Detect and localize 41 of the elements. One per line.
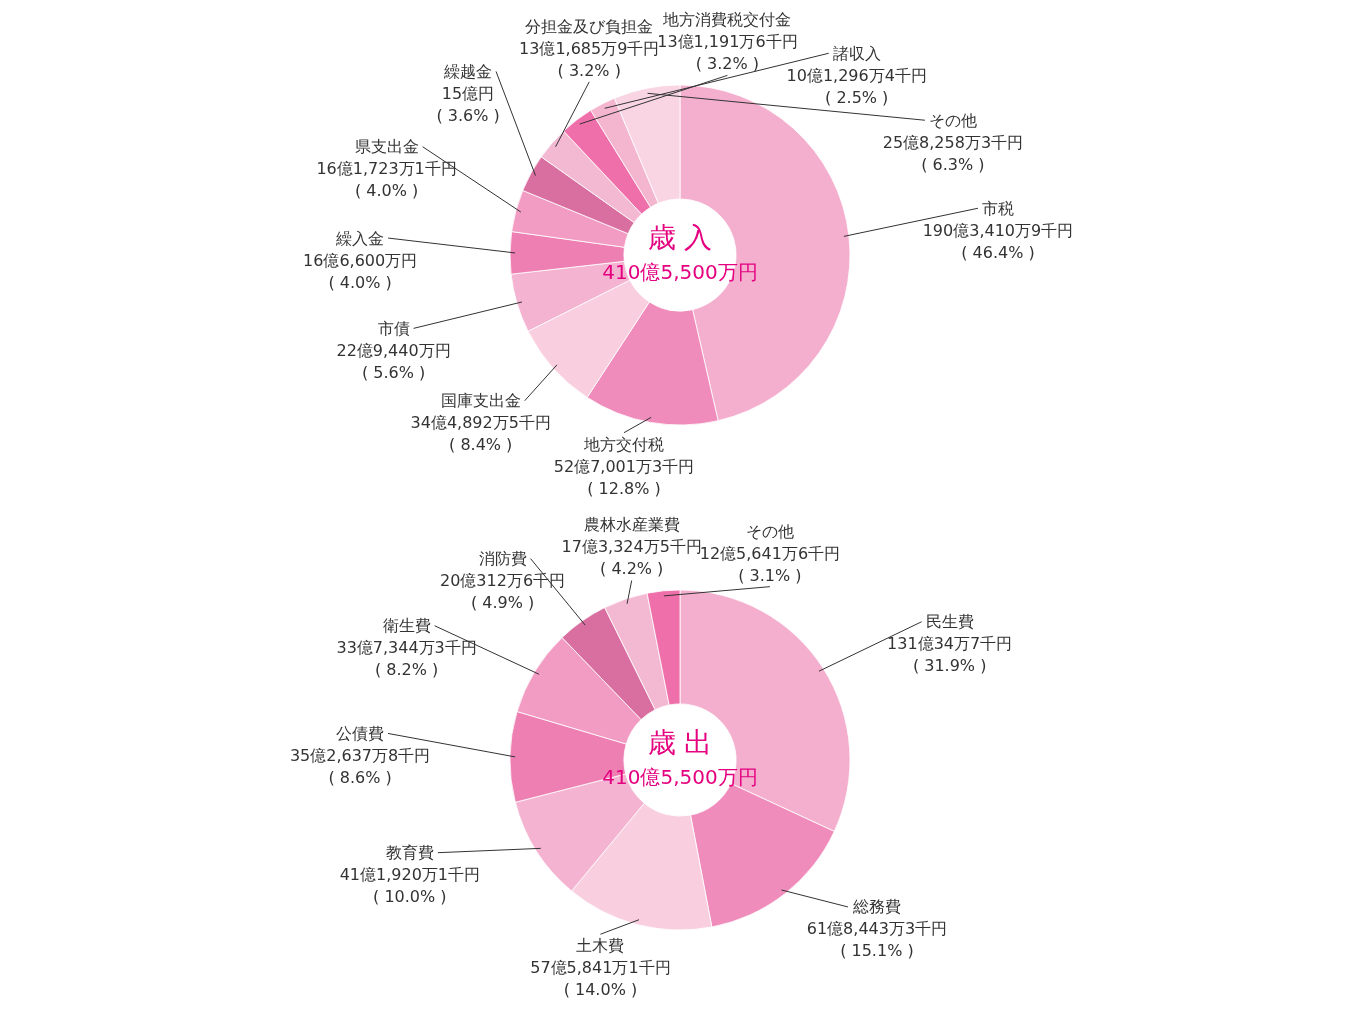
slice-label: 県支出金 xyxy=(354,137,419,157)
slice-label: 土木費 xyxy=(576,936,625,956)
slice-label: 繰越金 xyxy=(443,61,493,81)
slice-label: 市税 xyxy=(981,198,1014,218)
slice-label: 諸収入 xyxy=(832,43,881,63)
slice-label: 衛生費 xyxy=(382,616,431,636)
data-label: 41億1,920万1千円 ( 10.0% ) xyxy=(339,865,480,907)
slice-label: 教育費 xyxy=(385,843,434,863)
data-label: 57億5,841万1千円 ( 14.0% ) xyxy=(530,958,671,1000)
data-label: 131億34万7千円 ( 31.9% ) xyxy=(887,634,1013,676)
data-label: 34億4,892万5千円 ( 8.4% ) xyxy=(410,413,551,455)
slice-label: 地方交付税 xyxy=(582,434,664,454)
slice-label: 分担金及び負担金 xyxy=(525,16,654,36)
slice-label: その他 xyxy=(745,521,794,541)
data-label: 61億8,443万3千円 ( 15.1% ) xyxy=(806,919,948,961)
data-label: 13億1,685万9千円 ( 3.2% ) xyxy=(519,38,660,80)
slice-label: 国庫支出金 xyxy=(440,391,521,411)
data-label: 52億7,001万3千円 ( 12.8% ) xyxy=(553,456,695,498)
data-label: 25億8,258万3千円 ( 6.3% ) xyxy=(882,132,1024,174)
text: 410億5,500万円 xyxy=(602,260,758,284)
text: 歳 入 xyxy=(647,221,713,254)
slice-label: 繰入金 xyxy=(335,228,385,248)
data-label: 22億9,440万円 ( 5.6% ) xyxy=(336,340,451,382)
slice-label: 総務費 xyxy=(851,897,901,917)
text: 410億5,500万円 xyxy=(602,765,758,789)
text: 歳 出 xyxy=(647,726,713,759)
data-label: 16億6,600万円 ( 4.0% ) xyxy=(303,250,418,292)
slice-label: 公債費 xyxy=(336,723,385,743)
slice-label: 民生費 xyxy=(925,612,974,632)
data-label: 12億5,641万6千円 ( 3.1% ) xyxy=(699,543,841,585)
data-label: 20億312万6千円 ( 4.9% ) xyxy=(440,571,566,613)
data-label: 16億1,723万1千円 ( 4.0% ) xyxy=(316,159,457,201)
data-label: 33億7,344万3千円 ( 8.2% ) xyxy=(336,638,477,680)
slice-label: 農林水産業費 xyxy=(583,515,680,535)
data-label: 35億2,637万8千円 ( 8.6% ) xyxy=(289,745,431,787)
data-label: 190億3,410万9千円 ( 46.4% ) xyxy=(922,220,1074,262)
slice-label: 市債 xyxy=(377,318,410,338)
slice-label: その他 xyxy=(928,110,977,130)
slice-label: 消防費 xyxy=(478,549,527,569)
data-label: 15億円 ( 3.6% ) xyxy=(436,83,500,125)
slice-label: 地方消費税交付金 xyxy=(662,10,792,30)
